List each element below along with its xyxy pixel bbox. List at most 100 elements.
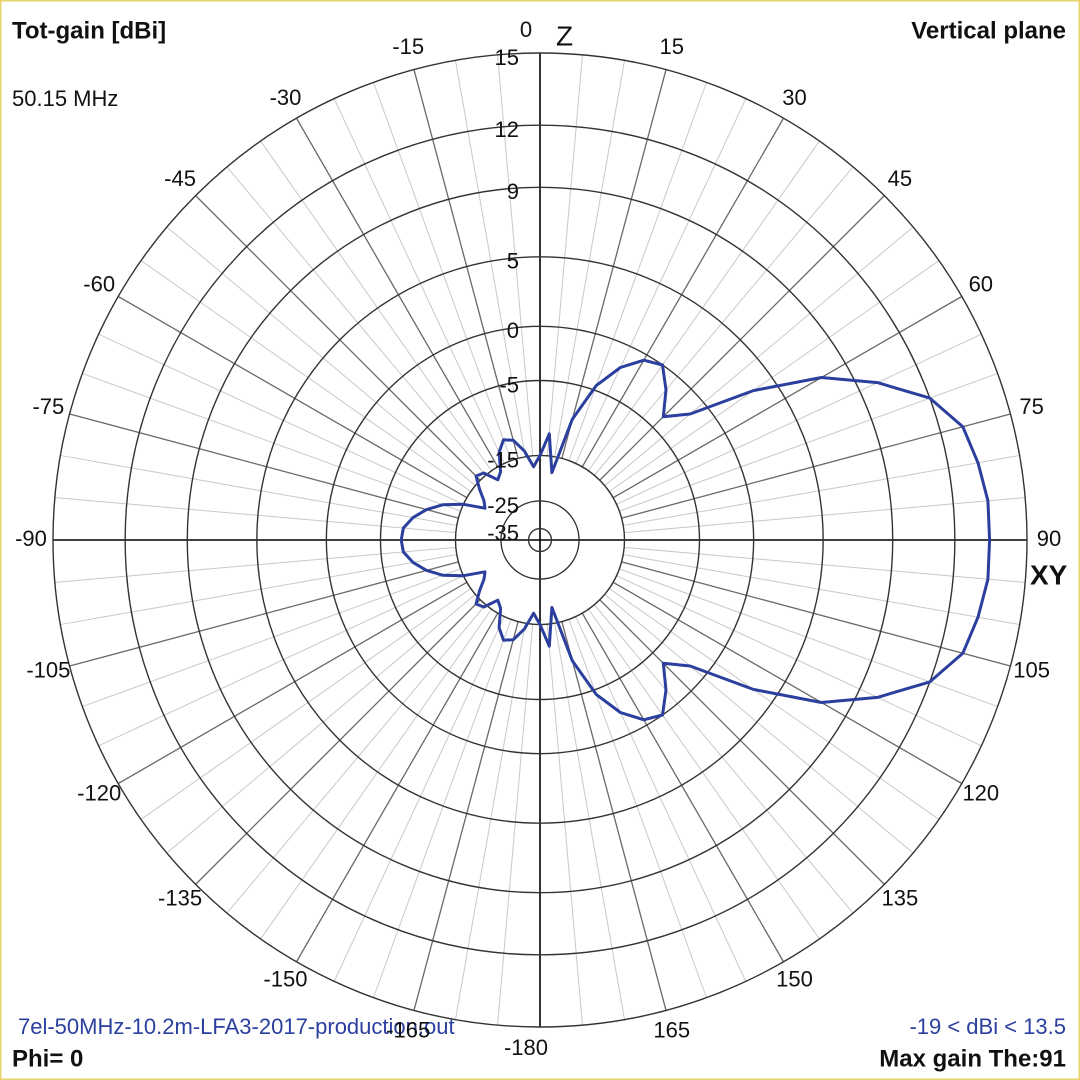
r-tick-label: -5 — [499, 372, 519, 397]
theta-tick-label: 150 — [776, 967, 813, 992]
minor-spoke — [140, 588, 472, 820]
minor-spoke — [593, 166, 854, 476]
minor-spoke — [454, 60, 526, 457]
minor-spoke — [604, 226, 914, 487]
ring — [500, 500, 580, 580]
minor-spoke — [546, 624, 583, 1026]
theta-tick-label: 90 — [1037, 526, 1061, 551]
marks — [399, 358, 992, 722]
theta-tick-label: 135 — [882, 886, 919, 911]
r-tick-label: 5 — [507, 249, 519, 274]
theta-tick-label: -75 — [32, 394, 64, 419]
r-tick-label: -35 — [487, 520, 519, 545]
theta-tick-label: -150 — [263, 967, 307, 992]
pattern-line — [399, 358, 992, 722]
spoke — [561, 69, 667, 459]
ring — [379, 379, 701, 701]
minor-spoke — [604, 593, 914, 854]
minor-spoke — [82, 372, 461, 512]
minor-spoke — [60, 554, 457, 626]
minor-spoke — [260, 608, 492, 940]
minor-spoke — [372, 82, 512, 461]
spoke — [581, 612, 785, 963]
minor-spoke — [60, 454, 457, 526]
theta-tick-label: -90 — [15, 526, 47, 551]
theta-tick-label: 165 — [653, 1017, 690, 1042]
spoke — [599, 195, 885, 481]
r-tick-label: 0 — [507, 318, 519, 343]
minor-spoke — [619, 568, 998, 708]
theta-tick-label: -165 — [386, 1017, 430, 1042]
minor-spoke — [497, 54, 534, 456]
minor-spoke — [593, 604, 854, 914]
ring — [52, 52, 1028, 1028]
minor-spoke — [624, 546, 1026, 583]
spoke — [561, 621, 667, 1011]
minor-spoke — [623, 454, 1020, 526]
minor-spoke — [619, 372, 998, 512]
range-label: -19 < dBi < 13.5 — [909, 1014, 1066, 1039]
r-tick-label: 12 — [495, 117, 519, 142]
phi-label: Phi= 0 — [12, 1045, 83, 1072]
r-tick-label: 9 — [507, 179, 519, 204]
minor-spoke — [623, 554, 1020, 626]
grid — [52, 52, 1028, 1028]
minor-spoke — [575, 616, 747, 982]
spoke — [295, 612, 499, 963]
minor-spoke — [333, 616, 505, 982]
minor-spoke — [98, 333, 464, 505]
theta-tick-label: -60 — [83, 271, 115, 296]
minor-spoke — [608, 588, 940, 820]
minor-spoke — [554, 623, 626, 1020]
theta-tick-label: -105 — [26, 658, 70, 683]
spoke — [581, 117, 785, 468]
chart-title: Tot-gain [dBi] — [12, 17, 166, 44]
minor-spoke — [546, 54, 583, 456]
spoke — [195, 599, 481, 885]
labels: Tot-gain [dBi] Vertical plane 50.15 MHz … — [12, 17, 1068, 1073]
ring — [325, 325, 755, 755]
spoke — [69, 561, 459, 667]
z-label: Z — [556, 20, 573, 51]
theta-tick-label: -180 — [504, 1035, 548, 1060]
theta-tick-label: 120 — [962, 780, 999, 805]
minor-spoke — [140, 260, 472, 492]
file-name: 7el-50MHz-10.2m-LFA3-2017-production.out — [18, 1014, 455, 1039]
spoke — [612, 295, 963, 499]
chart-subtitle: Vertical plane — [911, 17, 1066, 44]
theta-tick-label: 0 — [520, 17, 532, 42]
max-gain-label: Max gain The:91 — [879, 1045, 1066, 1072]
xy-label: XY — [1030, 559, 1068, 590]
spoke — [195, 195, 481, 481]
spoke — [69, 413, 459, 519]
spoke — [621, 561, 1011, 667]
minor-spoke — [568, 619, 708, 998]
minor-spoke — [554, 60, 626, 457]
minor-spoke — [608, 260, 940, 492]
theta-tick-label: -135 — [158, 886, 202, 911]
theta-tick-label: -15 — [392, 34, 424, 59]
theta-tick-label: 60 — [969, 271, 993, 296]
minor-spoke — [226, 166, 487, 476]
minor-spoke — [166, 593, 476, 854]
spoke — [413, 69, 519, 459]
frequency: 50.15 MHz — [12, 86, 118, 111]
theta-tick-label: 15 — [659, 34, 683, 59]
r-tick-label: 15 — [495, 45, 519, 70]
r-tick-label: -25 — [487, 493, 519, 518]
minor-spoke — [98, 575, 464, 747]
spoke — [117, 581, 468, 785]
minor-spoke — [588, 608, 820, 940]
minor-spoke — [624, 497, 1026, 534]
minor-spoke — [166, 226, 476, 487]
theta-tick-label: -120 — [77, 780, 121, 805]
spoke — [295, 117, 499, 468]
theta-tick-label: 75 — [1019, 394, 1043, 419]
minor-spoke — [226, 604, 487, 914]
minor-spoke — [54, 546, 456, 583]
spoke — [599, 599, 885, 885]
minor-spoke — [333, 98, 505, 464]
theta-tick-label: 105 — [1013, 658, 1050, 683]
minor-spoke — [54, 497, 456, 534]
spoke — [621, 413, 1011, 519]
